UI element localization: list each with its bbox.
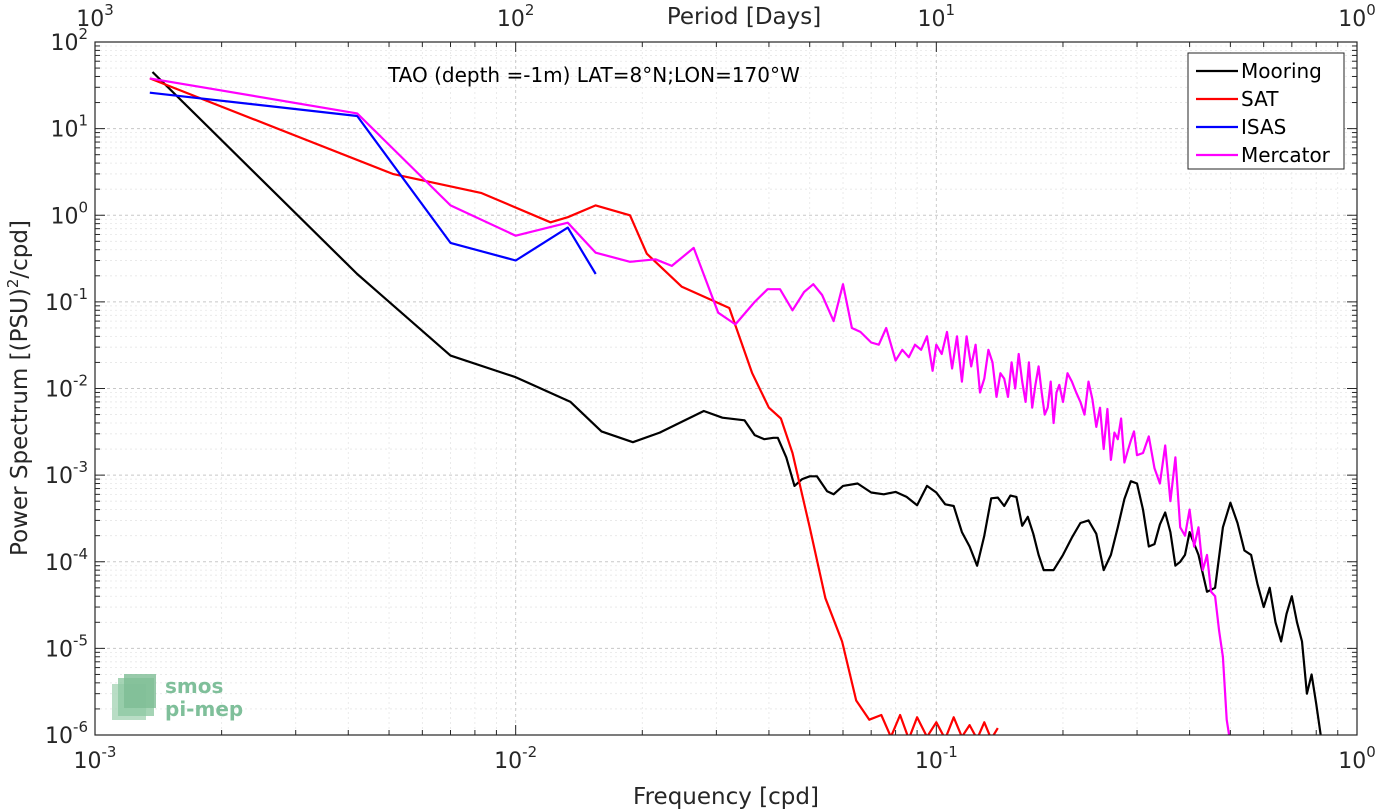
legend-box [1187, 52, 1345, 170]
series-layer [149, 71, 1322, 735]
y-tick-label: 100 [50, 198, 88, 229]
y-axis-label: Power Spectrum [(PSU)2/cpd] [4, 220, 33, 556]
top-x-tick-label: 103 [76, 1, 114, 32]
logo-text-pi-mep: pi-mep [165, 697, 243, 721]
legend-label-sat: SAT [1241, 87, 1279, 111]
y-axis-label-post: /cpd] [7, 220, 33, 279]
x-tick-label: 10-1 [915, 743, 958, 774]
y-tick-label: 102 [50, 25, 88, 56]
x-tick-label: 100 [1338, 743, 1376, 774]
legend-label-isas: ISAS [1241, 115, 1286, 139]
series-line-isas [149, 91, 597, 275]
series-line-sat [149, 77, 999, 735]
y-axis-label-pre: Power Spectrum [(PSU) [7, 288, 33, 556]
logo-text-smos: smos [165, 674, 223, 698]
top-x-axis-label: Period [Days] [667, 4, 821, 30]
y-tick-label: 10-1 [45, 285, 88, 316]
legend: Mooring SAT ISAS Mercator [1187, 52, 1345, 170]
top-x-tick-label: 101 [918, 1, 956, 32]
top-x-tick-label: 100 [1338, 1, 1376, 32]
series-line-mercator [149, 77, 1231, 735]
smos-pi-mep-logo: smos pi-mep [112, 674, 243, 721]
y-axis-label-sup: 2 [4, 279, 22, 289]
axis-ticks [94, 41, 1358, 736]
x-axis-label: Frequency [cpd] [633, 784, 819, 809]
y-tick-label: 10-5 [45, 631, 88, 662]
x-tick-label: 10-2 [494, 743, 537, 774]
y-tick-label: 10-6 [45, 718, 88, 749]
series-line-mooring [151, 71, 1322, 735]
y-tick-label: 10-2 [45, 372, 88, 403]
legend-label-mercator: Mercator [1241, 143, 1331, 167]
legend-label-mooring: Mooring [1241, 59, 1322, 83]
top-x-tick-label: 102 [497, 1, 535, 32]
y-tick-label: 101 [50, 112, 88, 143]
y-tick-label: 10-4 [45, 545, 88, 576]
chart-title: TAO (depth =-1m) LAT=8°N;LON=170°W [387, 63, 800, 87]
x-tick-label: 10-3 [74, 743, 117, 774]
y-tick-label: 10-3 [45, 458, 88, 489]
